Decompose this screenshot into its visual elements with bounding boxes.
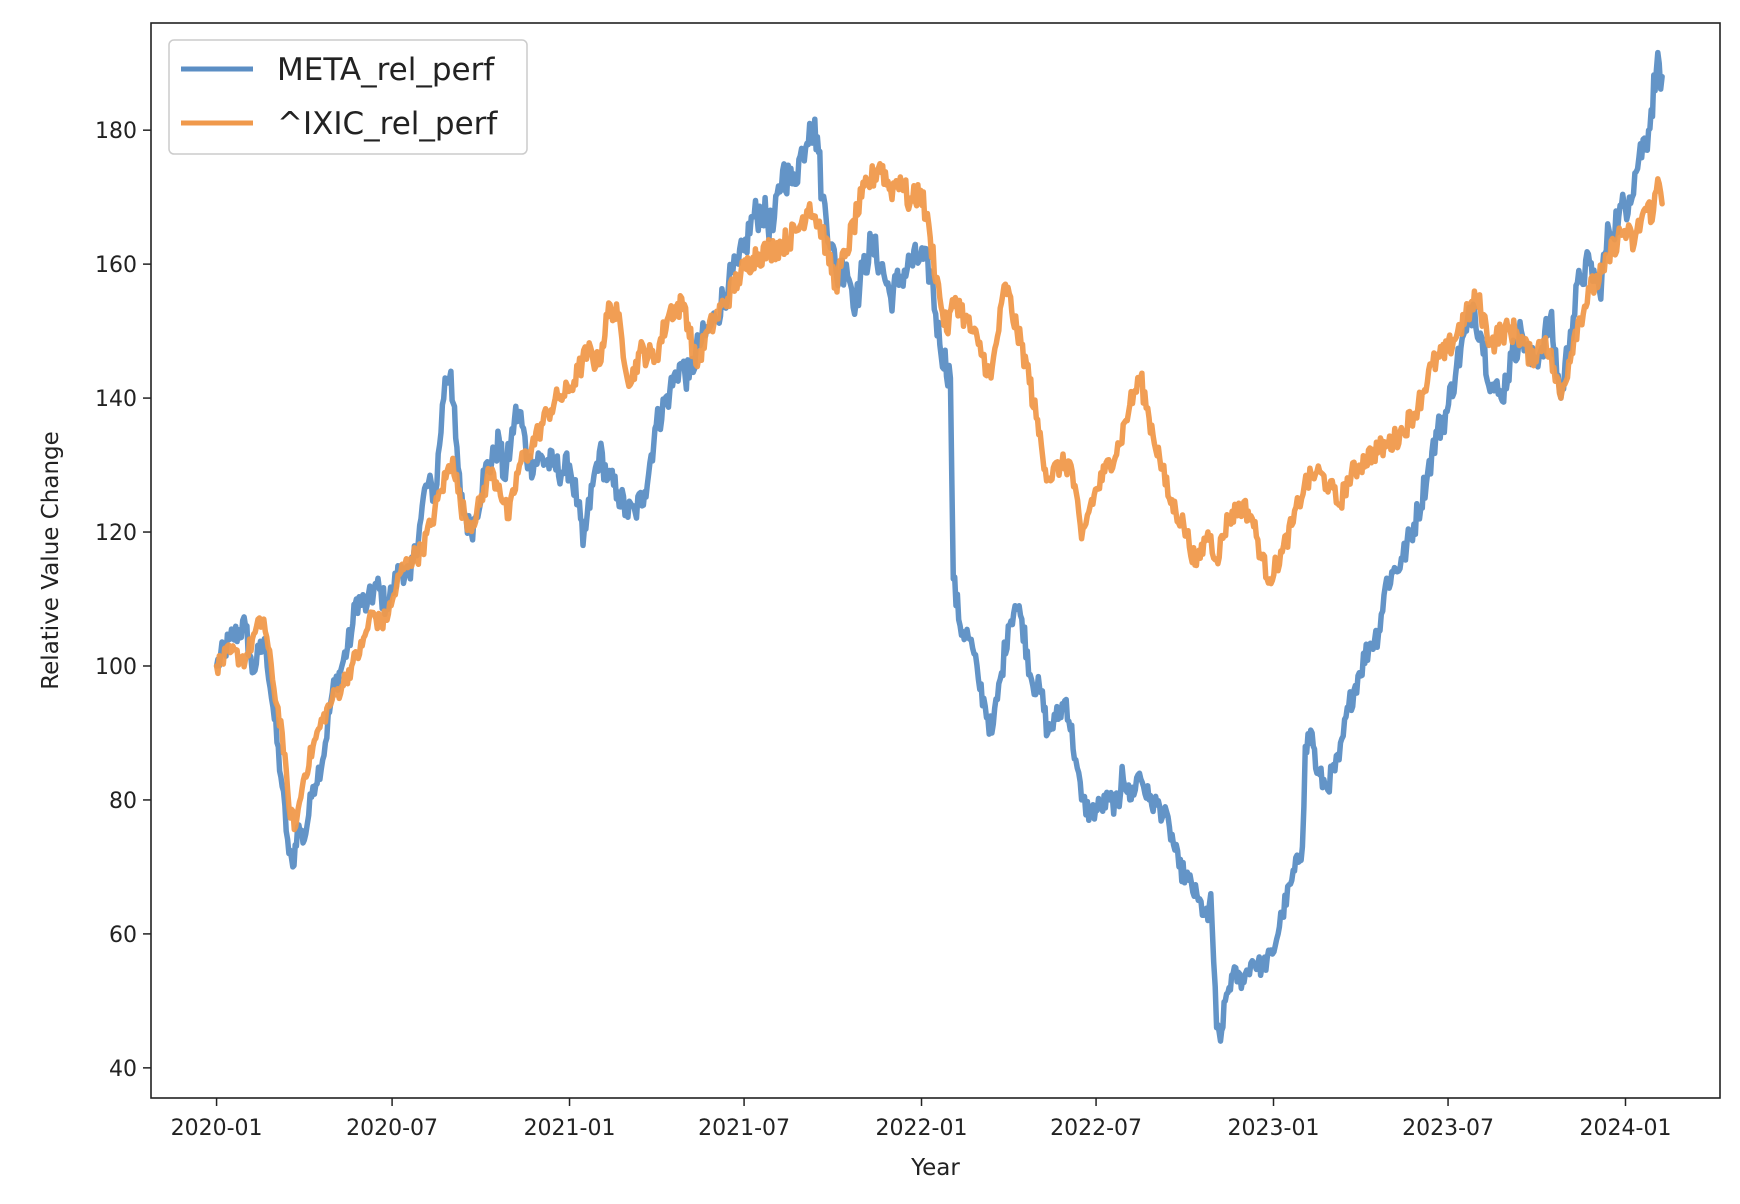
y-tick-label: 40 bbox=[109, 1057, 137, 1082]
legend-label-ixic: ^IXIC_rel_perf bbox=[277, 106, 498, 142]
y-tick-label: 60 bbox=[109, 923, 137, 948]
x-tick-label: 2020-07 bbox=[346, 1116, 438, 1141]
series-layer bbox=[213, 49, 1665, 1044]
x-tick-label: 2022-07 bbox=[1050, 1116, 1142, 1141]
series-line-ixic bbox=[213, 160, 1665, 833]
y-axis-title: Relative Value Change bbox=[38, 431, 64, 690]
plot-frame bbox=[150, 22, 1721, 1099]
x-tick-label: 2024-01 bbox=[1580, 1116, 1672, 1141]
legend: META_rel_perf ^IXIC_rel_perf bbox=[168, 39, 528, 155]
x-axis-ticks: 2020-01 2020-07 2021-01 2021-07 2022-01 2022-… bbox=[171, 1098, 1672, 1141]
x-tick-label: 2023-07 bbox=[1402, 1116, 1494, 1141]
series-line-meta bbox=[213, 49, 1665, 1044]
y-axis-ticks: 40 60 80 100 120 140 160 180 bbox=[95, 119, 151, 1082]
plot-background bbox=[151, 23, 1720, 1098]
y-tick-label: 140 bbox=[95, 387, 137, 412]
y-tick-label: 100 bbox=[95, 655, 137, 680]
y-tick-label: 120 bbox=[95, 521, 137, 546]
axes-layer bbox=[150, 22, 1721, 1099]
legend-frame bbox=[168, 39, 528, 155]
y-tick-label: 160 bbox=[95, 253, 137, 278]
x-tick-label: 2023-01 bbox=[1228, 1116, 1320, 1141]
x-axis-title: Year bbox=[910, 1155, 960, 1181]
x-tick-label: 2021-01 bbox=[524, 1116, 616, 1141]
y-tick-label: 80 bbox=[109, 789, 137, 814]
x-tick-label: 2021-07 bbox=[698, 1116, 790, 1141]
legend-label-meta: META_rel_perf bbox=[277, 52, 495, 88]
x-tick-label: 2020-01 bbox=[171, 1116, 263, 1141]
y-tick-label: 180 bbox=[95, 119, 137, 144]
x-tick-label: 2022-01 bbox=[876, 1116, 968, 1141]
